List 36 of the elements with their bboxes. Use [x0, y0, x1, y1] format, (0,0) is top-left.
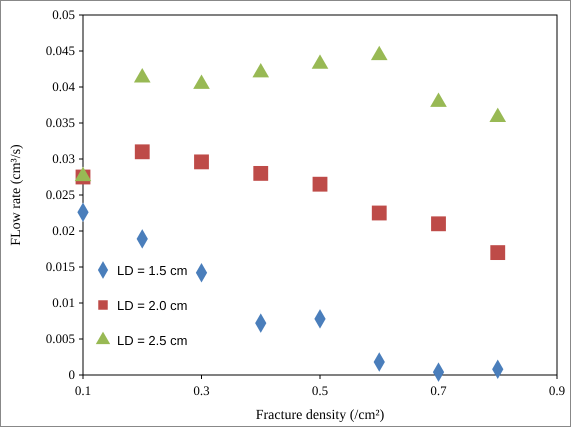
point	[134, 68, 151, 82]
y-axis-title: FLow rate (cm³/s)	[9, 144, 24, 246]
y-tick-label: 0.02	[52, 223, 75, 238]
point	[193, 74, 210, 89]
point	[430, 92, 447, 107]
y-tick-label: 0.015	[46, 259, 75, 274]
point	[194, 154, 209, 170]
y-tick-label: 0.01	[52, 295, 75, 310]
x-tick-label: 0.7	[430, 383, 448, 398]
legend-label: LD = 2.0 cm	[117, 298, 188, 313]
x-tick-label: 0.5	[312, 383, 328, 398]
x-tick-label: 0.3	[193, 383, 210, 398]
y-tick-label: 0	[68, 367, 75, 382]
y-tick-label: 0.005	[46, 331, 75, 346]
y-tick-label: 0.03	[52, 151, 75, 166]
x-tick-label: 0.9	[548, 383, 566, 398]
point	[252, 62, 270, 78]
y-tick-label: 0.05	[52, 7, 75, 22]
x-axis-title: Fracture density (/cm²)	[256, 408, 385, 423]
point	[74, 166, 92, 182]
y-tick-label: 0.025	[46, 187, 75, 202]
y-tick-label: 0.04	[52, 79, 76, 94]
point	[489, 108, 506, 122]
point	[312, 54, 328, 69]
y-tick-label: 0.035	[46, 115, 75, 130]
x-tick-label: 0.1	[74, 383, 92, 398]
point	[134, 144, 150, 160]
point	[490, 245, 506, 260]
point	[312, 176, 328, 192]
point	[431, 216, 446, 232]
y-tick-label: 0.045	[46, 43, 75, 58]
point	[372, 206, 387, 220]
legend-label: LD = 1.5 cm	[117, 263, 188, 278]
legend-label: LD = 2.5 cm	[117, 333, 188, 348]
point	[253, 166, 268, 181]
point	[370, 46, 388, 60]
